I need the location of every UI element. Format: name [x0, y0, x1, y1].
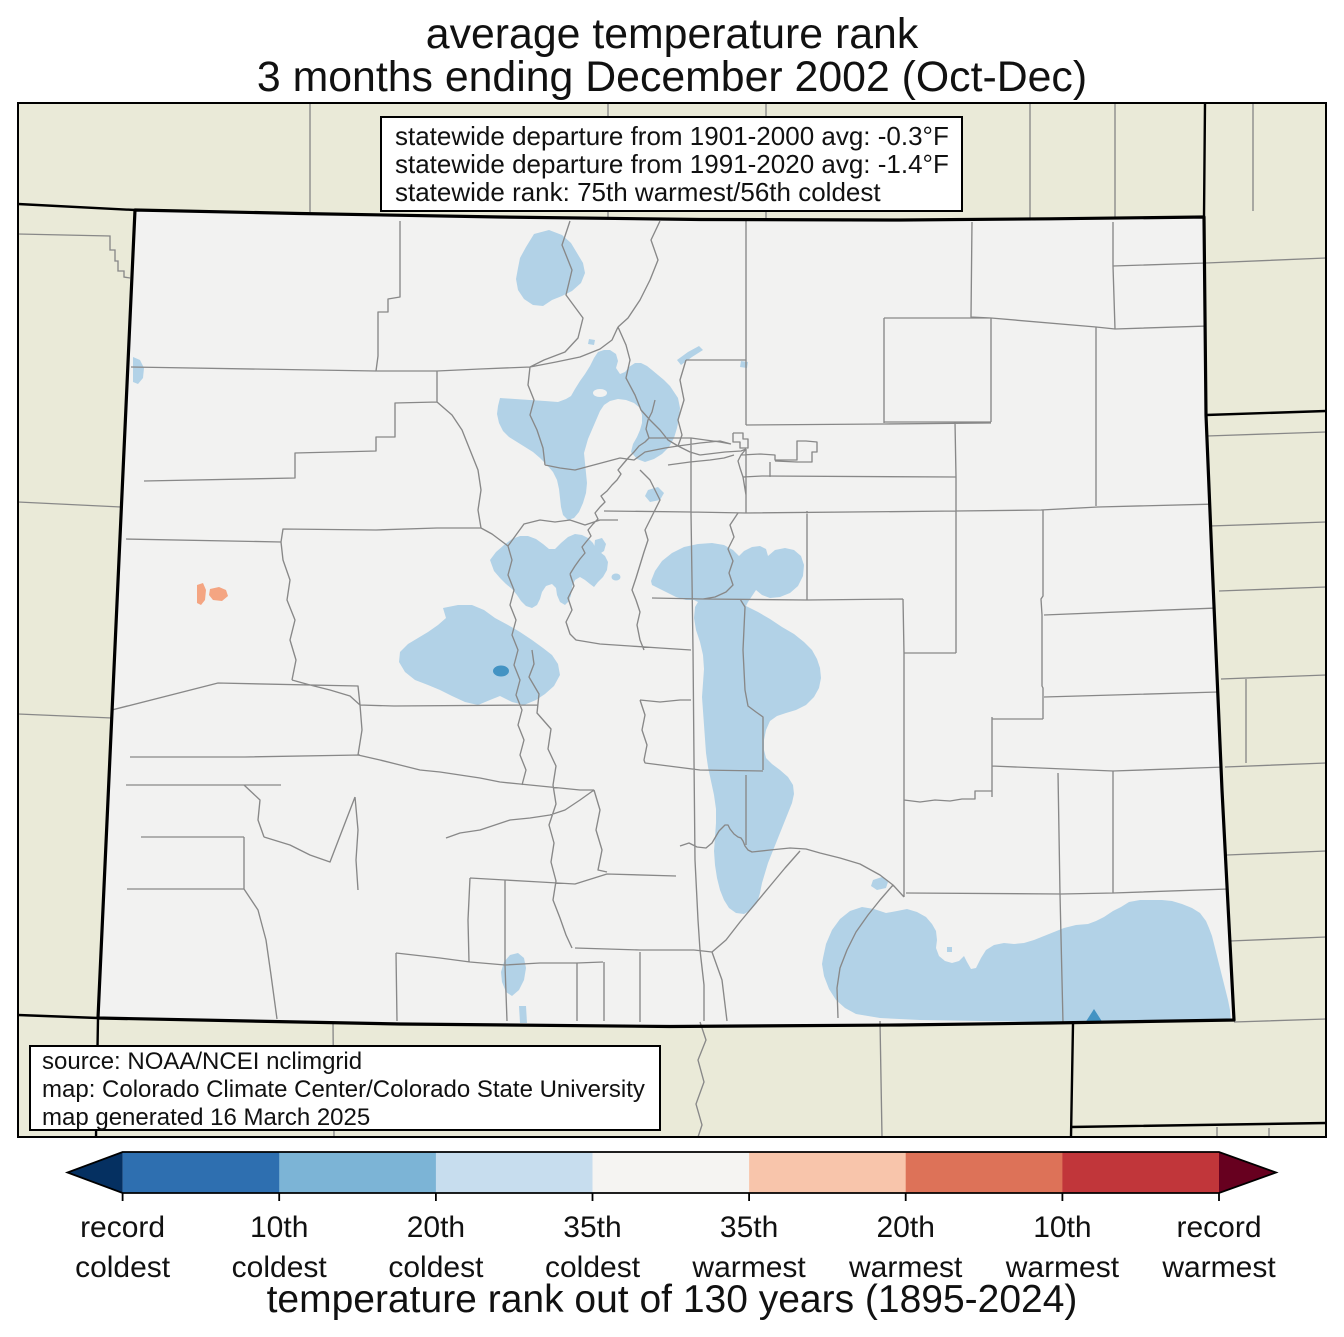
svg-text:warmest: warmest	[691, 1251, 806, 1284]
svg-text:warmest: warmest	[848, 1251, 963, 1284]
svg-text:coldest: coldest	[232, 1251, 328, 1284]
svg-text:warmest: warmest	[1161, 1251, 1276, 1284]
svg-text:statewide rank: 75th warmest/5: statewide rank: 75th warmest/56th coldes…	[395, 177, 881, 207]
svg-text:35th: 35th	[563, 1211, 621, 1244]
svg-text:statewide departure from 1991-: statewide departure from 1991-2020 avg: …	[395, 149, 949, 179]
svg-text:10th: 10th	[1033, 1211, 1091, 1244]
svg-text:map: Colorado Climate Center/C: map: Colorado Climate Center/Colorado St…	[42, 1076, 645, 1103]
svg-text:3 months ending December 2002: 3 months ending December 2002 (Oct-Dec)	[257, 53, 1087, 101]
svg-text:warmest: warmest	[1005, 1251, 1120, 1284]
svg-text:coldest: coldest	[545, 1251, 641, 1284]
svg-text:map generated 16 March 2025: map generated 16 March 2025	[42, 1104, 370, 1131]
svg-text:20th: 20th	[407, 1211, 465, 1244]
svg-text:record: record	[80, 1211, 165, 1244]
svg-text:20th: 20th	[877, 1211, 935, 1244]
svg-text:temperature rank out of 130 ye: temperature rank out of 130 years (1895-…	[267, 1278, 1078, 1321]
svg-text:record: record	[1176, 1211, 1261, 1244]
svg-text:coldest: coldest	[75, 1251, 171, 1284]
svg-text:source: NOAA/NCEI nclimgrid: source: NOAA/NCEI nclimgrid	[42, 1048, 362, 1075]
svg-text:10th: 10th	[250, 1211, 308, 1244]
svg-text:coldest: coldest	[388, 1251, 484, 1284]
svg-text:35th: 35th	[720, 1211, 778, 1244]
svg-text:statewide departure from 1901-: statewide departure from 1901-2000 avg: …	[395, 121, 949, 151]
svg-text:average temperature rank: average temperature rank	[426, 10, 919, 58]
